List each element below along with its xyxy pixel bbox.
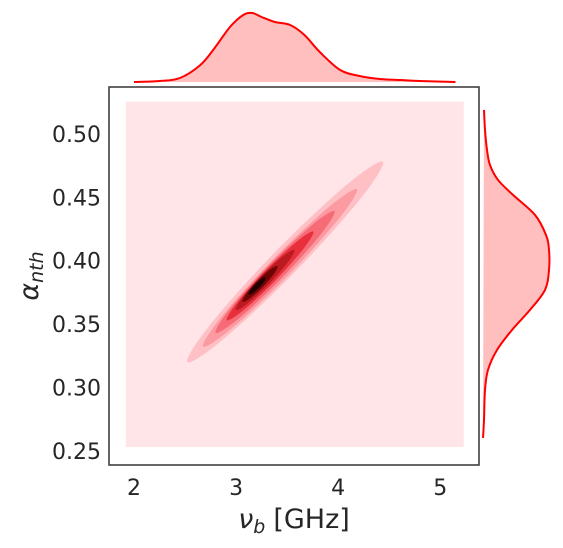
x-tick-label: 2 [127, 476, 141, 501]
contour-level [248, 277, 266, 295]
y-tick-label: 0.35 [52, 313, 101, 338]
marginal-y-area [483, 109, 550, 438]
y-label-subscript: nth [26, 251, 48, 283]
x-axis-label: νb [GHz] [238, 504, 350, 538]
y-label-symbol: α [14, 283, 45, 301]
x-tick-label: 5 [433, 476, 447, 501]
y-tick-label: 0.25 [52, 440, 101, 465]
y-tick-label: 0.30 [52, 377, 101, 402]
y-tick-label: 0.45 [52, 186, 101, 211]
x-label-unit: [GHz] [273, 504, 349, 535]
contour-level [125, 101, 464, 447]
marginal-y-line [482, 109, 551, 439]
axes-frame [108, 86, 480, 466]
y-tick-label: 0.50 [52, 123, 101, 148]
y-axis-label: αnth [14, 251, 48, 300]
marginal-x-area [134, 12, 456, 83]
y-tick-label: 0.40 [52, 250, 101, 275]
x-label-subscript: b [253, 516, 265, 538]
x-tick-label: 3 [229, 476, 243, 501]
x-tick-label: 4 [331, 476, 345, 501]
x-label-symbol: ν [238, 504, 253, 535]
plot-area [125, 101, 464, 447]
marginal-x-line [133, 11, 456, 83]
